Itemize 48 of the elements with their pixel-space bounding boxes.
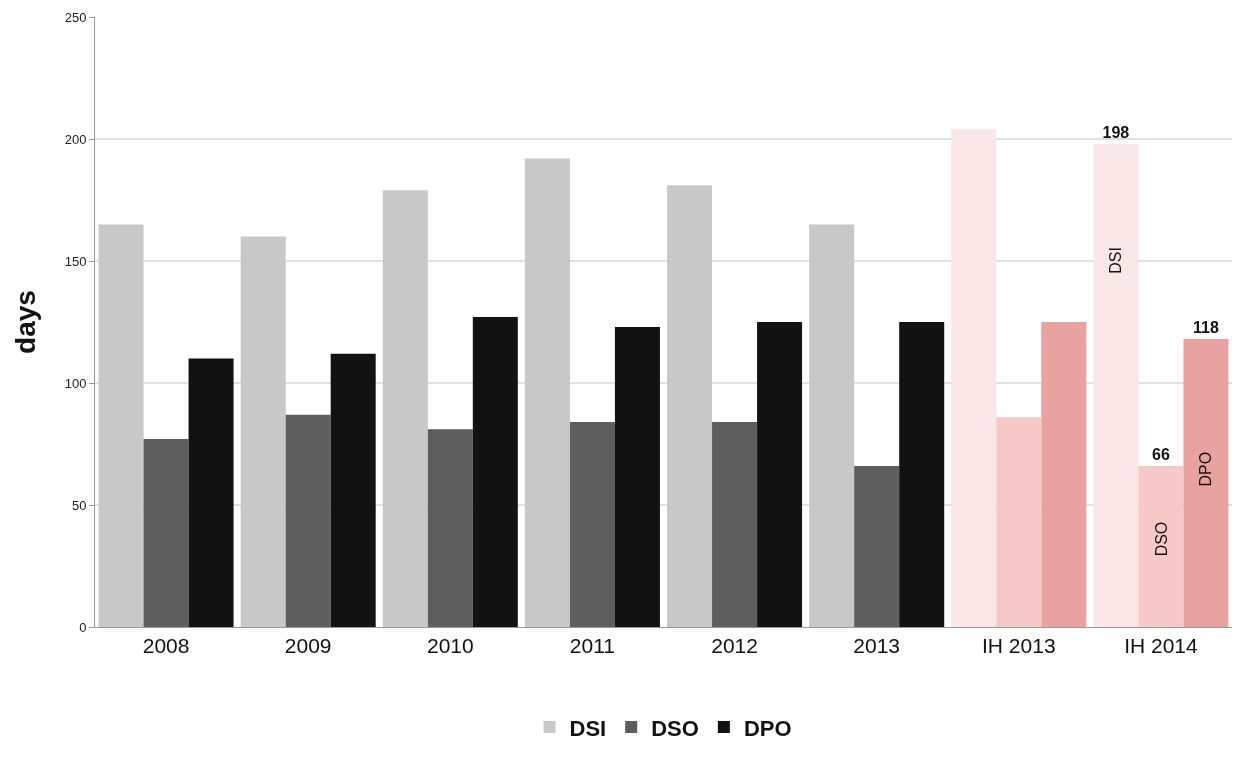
bar: [240, 236, 286, 627]
annotation: DSI: [1107, 247, 1125, 274]
bar: [712, 422, 758, 627]
bar: [188, 358, 234, 627]
bar: [951, 129, 997, 627]
legend-label: DSI: [569, 715, 607, 741]
bar: [1093, 143, 1139, 627]
bar: [472, 317, 518, 627]
annotation: DSO: [1152, 521, 1170, 557]
x-tick-label: 2013: [853, 634, 901, 658]
data-label: 118: [1192, 319, 1219, 337]
x-tick-label: 2011: [569, 634, 616, 658]
x-tick-label: IH 2013: [982, 634, 1056, 658]
y-axis-title: days: [10, 290, 42, 354]
bar: [757, 322, 803, 627]
data-label: 66: [1151, 445, 1170, 463]
bar: [996, 417, 1042, 627]
bar: [143, 439, 189, 627]
bar: [1138, 465, 1184, 627]
bar: [809, 224, 855, 627]
x-tick-label: 2008: [142, 634, 190, 658]
bar: [98, 224, 144, 627]
bar: [667, 185, 713, 627]
x-tick-label: IH 2014: [1124, 634, 1199, 658]
bar: [285, 414, 331, 627]
y-tick-label: 200: [64, 131, 87, 147]
annotation: DPO: [1197, 451, 1215, 487]
data-label: 198: [1102, 123, 1130, 141]
legend-label: DPO: [743, 715, 792, 741]
bar: [1041, 322, 1087, 627]
bar: [524, 158, 570, 627]
bar: [1183, 339, 1229, 627]
bar: [427, 429, 473, 627]
bar: [330, 353, 376, 627]
y-tick-label: 100: [64, 375, 87, 391]
bar: [382, 190, 428, 627]
bar: [569, 422, 615, 627]
x-tick-label: 2010: [426, 634, 474, 658]
y-tick-label: 250: [64, 9, 87, 25]
bar: [899, 322, 945, 627]
y-tick-label: 50: [71, 497, 87, 513]
x-tick-label: 2012: [711, 634, 758, 658]
bar: [614, 326, 660, 627]
y-tick-label: 0: [79, 619, 87, 635]
x-tick-label: 2009: [284, 634, 332, 658]
legend-label: DSO: [651, 715, 699, 741]
bar: [854, 465, 900, 627]
y-tick-label: 150: [64, 253, 87, 269]
